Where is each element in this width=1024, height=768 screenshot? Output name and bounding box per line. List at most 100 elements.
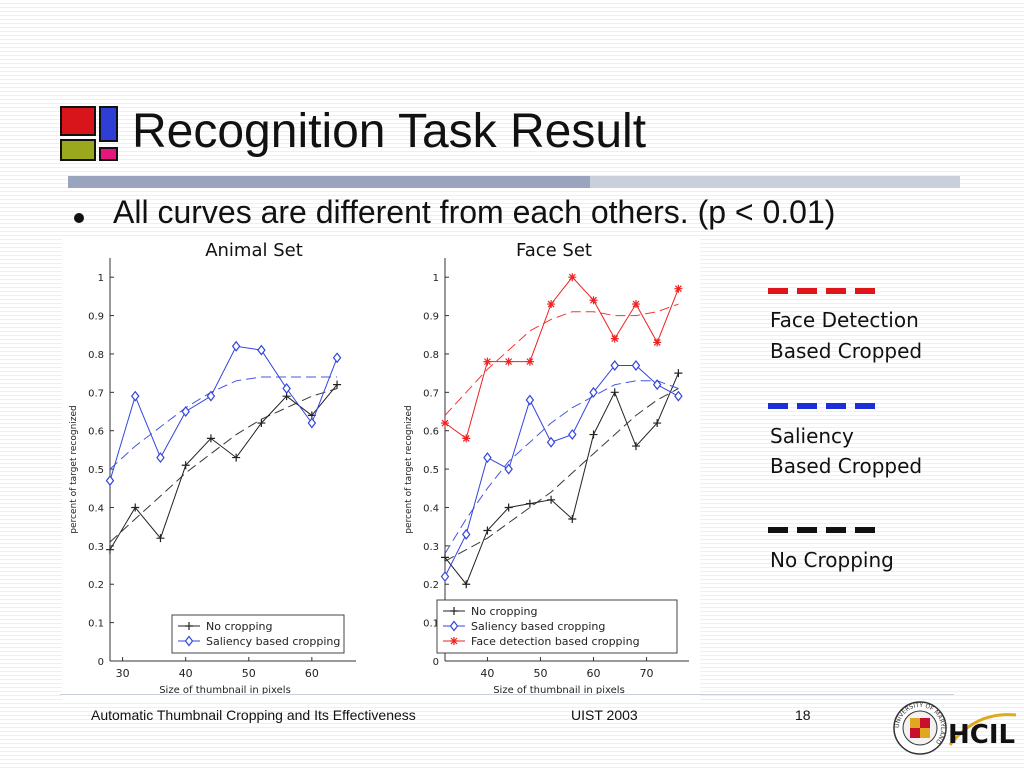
chart-2-series-1-point xyxy=(441,553,449,562)
title-underline-light xyxy=(590,176,960,188)
footer-venue: UIST 2003 xyxy=(571,707,638,723)
chart-2-series-3-point xyxy=(525,357,534,366)
chart-1-y-tick-label: 0.7 xyxy=(88,388,104,399)
chart-1-y-tick-label: 0.8 xyxy=(88,350,104,361)
chart-1-series-2-point xyxy=(257,344,266,356)
chart-2-series-2-point xyxy=(652,379,662,391)
chart-1-series-1-point xyxy=(333,380,342,389)
chart-2-series-3-fit xyxy=(444,303,679,416)
chart-1-series-2-point xyxy=(130,390,140,402)
legend-label-saliency-line2: Based Cropped xyxy=(770,454,923,478)
chart-2-title: Face Set xyxy=(516,240,592,261)
chart-2-series-3-point xyxy=(631,300,640,309)
chart-2-legend-label: Face detection based cropping xyxy=(471,635,640,648)
hcil-lab-logo: HCIL xyxy=(948,713,1017,750)
chart-2-series-3-point xyxy=(568,273,577,282)
chart-1-series-2-point xyxy=(206,390,216,402)
logo-blue-square xyxy=(99,106,118,142)
chart-2-legend-label: Saliency based cropping xyxy=(471,620,605,633)
chart-2-x-tick-label: 50 xyxy=(533,667,547,680)
chart-1-title: Animal Set xyxy=(205,240,303,261)
chart-2-series-2-point xyxy=(546,436,556,448)
chart-2-legend-marker xyxy=(449,620,459,632)
chart-1-series-2-point xyxy=(181,406,190,418)
hcil-text: HCIL xyxy=(948,720,1015,750)
bullet-text: All curves are different from each other… xyxy=(113,194,836,230)
chart-2-series-3-point xyxy=(589,296,598,305)
chart-1-series-2-point xyxy=(332,352,342,364)
chart-2-series-2-point xyxy=(525,394,535,406)
chart-2-series-1-point xyxy=(504,503,513,512)
chart-1-legend-marker xyxy=(184,635,194,647)
chart-2-series-1-point xyxy=(525,499,534,508)
chart-2-series-3-point xyxy=(462,434,471,443)
chart-1-series-2-point xyxy=(231,340,241,352)
chart-2-y-tick-label: 0.6 xyxy=(423,427,439,438)
legend-dash-face-detection xyxy=(768,288,876,294)
chart-2-y-tick-label: 1 xyxy=(433,273,439,284)
chart-1-y-tick-label: 0.4 xyxy=(88,503,104,514)
logo-green-square xyxy=(60,139,96,161)
chart-2-series-2-line xyxy=(444,365,679,577)
chart-1-legend-marker xyxy=(185,622,193,630)
chart-1-x-label: Size of thumbnail in pixels xyxy=(159,685,291,696)
chart-2-series-3-point xyxy=(610,334,619,343)
chart-2-series-2-point xyxy=(440,571,450,583)
chart-1-series-1-point xyxy=(206,434,215,443)
chart-1-series-2-point xyxy=(307,417,317,429)
chart-2-y-tick-label: 0 xyxy=(433,657,439,668)
chart-2-legend-box xyxy=(436,599,678,654)
chart-1-series-2-line xyxy=(109,345,338,481)
chart-2-series-1-point xyxy=(589,430,598,439)
chart-1-series-1-point xyxy=(156,534,165,543)
chart-1-x-tick-label: 50 xyxy=(242,667,256,680)
title-underline-dark xyxy=(68,176,590,188)
chart-2-y-label: percent of target recognized xyxy=(404,405,414,533)
chart-2-x-label: Size of thumbnail in pixels xyxy=(493,685,625,696)
chart-1-x-tick-label: 30 xyxy=(116,667,130,680)
legend-dash-no-cropping xyxy=(768,527,876,533)
chart-1-y-tick-label: 1 xyxy=(98,273,104,284)
chart-2-legend-marker xyxy=(450,637,458,645)
chart-2-series-1-point xyxy=(674,369,683,378)
recognition-charts: Animal Set 0 0.1 0.2 0.3 0.4 0.5 0.6 0.7 0.8 0.9 1 3… xyxy=(69,240,689,696)
logo-red-square xyxy=(60,106,96,136)
chart-1-y-tick-label: 0.6 xyxy=(88,427,104,438)
chart-2-series-2-point xyxy=(461,528,471,540)
chart-1-series-1-fit xyxy=(109,388,338,543)
chart-1-x-tick-label: 40 xyxy=(179,667,193,680)
chart-1-x-tick-label: 60 xyxy=(305,667,319,680)
chart-2-y-tick-label: 0.4 xyxy=(423,503,439,514)
bullet-dot xyxy=(74,213,84,223)
chart-2-series-2-fit xyxy=(444,380,679,554)
legend-label-face-detection-line1: Face Detection xyxy=(770,308,919,332)
chart-1-series-2-fit xyxy=(109,376,338,470)
chart-2-series-1-line xyxy=(444,372,679,586)
footer-divider xyxy=(60,694,954,695)
chart-1-legend-box xyxy=(171,614,345,654)
chart-2-series-2-point xyxy=(589,386,598,398)
legend-dash-saliency xyxy=(768,403,876,409)
chart-2-y-tick-label: 0.1 xyxy=(423,619,439,630)
chart-2-series-2-point xyxy=(631,359,641,371)
chart-1-series-1-point xyxy=(232,453,241,462)
chart-1-series-1-point xyxy=(106,545,114,554)
footer-page-number: 18 xyxy=(795,707,811,723)
chart-2-series-3-point xyxy=(441,419,449,428)
chart-2-x-tick-label: 60 xyxy=(587,667,601,680)
chart-2-series-3-point xyxy=(547,300,556,309)
chart-1-y-tick-label: 0.1 xyxy=(88,619,104,630)
chart-2-legend-marker xyxy=(450,607,458,615)
chart-1-series-1-point xyxy=(181,461,190,470)
footer-paper-title: Automatic Thumbnail Cropping and Its Eff… xyxy=(91,707,416,723)
chart-1-y-tick-label: 0.9 xyxy=(88,312,104,323)
chart-2-series-2-point xyxy=(504,463,513,475)
chart-2-y-tick-label: 0.7 xyxy=(423,388,439,399)
chart-1-series-1-line xyxy=(109,384,338,550)
chart-2-y-tick-label: 0.9 xyxy=(423,312,439,323)
chart-2-series-2-point xyxy=(610,359,619,371)
chart-2-series-1-point xyxy=(631,442,640,451)
legend-label-saliency-line1: Saliency xyxy=(770,424,854,448)
slide-title: Recognition Task Result xyxy=(132,105,647,158)
chart-1-y-tick-label: 0.2 xyxy=(88,580,104,591)
